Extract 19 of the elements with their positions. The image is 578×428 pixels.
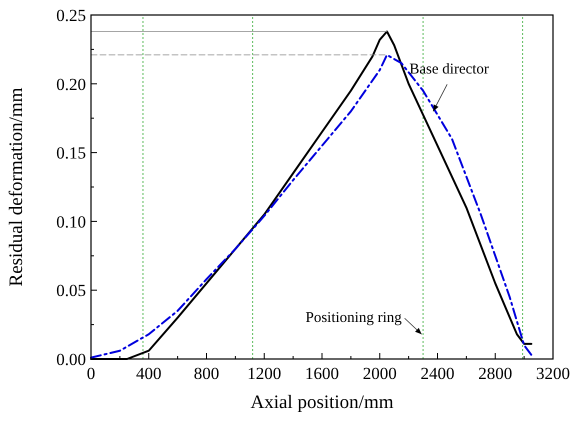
annotation: Positioning ring — [305, 310, 402, 326]
y-tick-label: 0.05 — [56, 281, 86, 300]
x-axis-title: Axial position/mm — [250, 392, 394, 413]
annotation: Base director — [409, 61, 489, 78]
y-tick-label: 0.10 — [56, 212, 86, 232]
x-tick-label: 2800 — [478, 364, 512, 383]
x-tick-label: 3200 — [536, 364, 570, 383]
y-tick-label: 0.25 — [56, 6, 86, 25]
x-tick-label: 1200 — [247, 364, 282, 383]
x-tick-label: 0 — [86, 364, 96, 383]
x-tick-label: 1600 — [305, 364, 339, 383]
y-tick-label: 0.20 — [56, 74, 86, 94]
x-tick-label: 2400 — [420, 364, 454, 383]
x-tick-label: 800 — [194, 364, 220, 383]
x-tick-label: 400 — [136, 364, 162, 383]
x-tick-label: 2000 — [362, 364, 397, 383]
y-tick-label: 0.15 — [56, 144, 86, 163]
y-tick-label: 0.00 — [56, 350, 86, 369]
y-axis-title: Residual deformation/mm — [6, 87, 27, 286]
